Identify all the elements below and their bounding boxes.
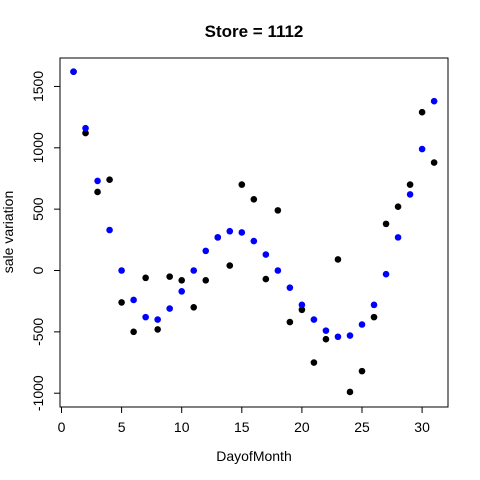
- x-axis-label: DayofMonth: [216, 448, 291, 464]
- data-point: [334, 333, 342, 341]
- y-tick-label: -1000: [30, 375, 46, 411]
- data-point: [238, 181, 246, 188]
- data-point: [82, 124, 89, 132]
- data-point: [214, 234, 222, 241]
- data-point: [166, 273, 173, 280]
- y-tick-label: 0: [30, 266, 46, 274]
- data-point: [262, 275, 270, 283]
- data-point: [238, 229, 246, 236]
- data-point: [430, 159, 438, 166]
- data-point: [178, 277, 185, 284]
- data-point: [406, 191, 414, 198]
- data-point: [310, 359, 318, 366]
- data-point: [178, 288, 185, 295]
- data-point: [298, 301, 306, 309]
- y-tick-label: -500: [30, 318, 46, 346]
- data-point: [286, 318, 294, 326]
- y-tick-label: 1500: [30, 71, 46, 102]
- data-point: [94, 188, 101, 196]
- data-point: [94, 177, 101, 185]
- data-point: [358, 321, 366, 328]
- data-points: [70, 68, 438, 396]
- data-point: [226, 262, 234, 269]
- data-point: [394, 234, 402, 241]
- x-tick-label: 0: [58, 419, 66, 435]
- x-axis: 0 5 10 15 20 25 30: [58, 406, 430, 435]
- y-tick-label: 1000: [30, 132, 46, 163]
- data-point: [346, 388, 354, 396]
- data-point: [382, 270, 390, 278]
- data-point: [406, 181, 414, 188]
- data-point: [154, 326, 161, 333]
- data-point: [226, 227, 234, 235]
- x-tick-label: 25: [354, 419, 370, 435]
- data-point: [334, 256, 342, 263]
- y-tick-label: 500: [30, 197, 46, 221]
- data-point: [286, 284, 294, 291]
- data-point: [274, 267, 282, 274]
- y-axis-label: sale variation: [0, 191, 16, 274]
- data-point: [142, 274, 149, 282]
- data-point: [82, 129, 89, 137]
- data-point: [430, 97, 438, 105]
- data-point: [346, 332, 354, 339]
- data-point: [106, 226, 113, 234]
- data-point: [190, 304, 198, 311]
- data-point: [142, 313, 149, 321]
- data-point: [310, 316, 318, 323]
- x-tick-label: 5: [118, 419, 126, 435]
- data-point: [130, 328, 137, 336]
- data-point: [418, 145, 426, 153]
- x-tick-label: 15: [234, 419, 250, 435]
- chart-title: Store = 1112: [205, 22, 304, 41]
- data-point: [70, 68, 77, 76]
- data-point: [130, 296, 137, 304]
- data-point: [322, 327, 330, 334]
- data-point: [250, 196, 258, 203]
- data-point: [262, 251, 270, 258]
- data-point: [322, 335, 330, 343]
- data-point: [394, 203, 402, 210]
- data-point: [106, 176, 113, 184]
- data-point: [358, 367, 366, 375]
- data-point: [118, 299, 125, 306]
- plot-frame: [59, 57, 449, 408]
- data-point: [418, 108, 426, 116]
- data-point: [202, 277, 210, 284]
- data-point: [154, 316, 161, 323]
- x-tick-label: 20: [294, 419, 310, 435]
- data-point: [250, 237, 258, 245]
- data-point: [166, 305, 173, 312]
- x-tick-label: 10: [174, 419, 190, 435]
- data-point: [274, 207, 282, 214]
- data-point: [298, 306, 306, 314]
- x-tick-label: 30: [414, 419, 430, 435]
- data-point: [190, 267, 198, 274]
- data-point: [202, 247, 210, 255]
- data-point: [370, 313, 378, 321]
- data-point: [118, 267, 125, 274]
- data-point: [382, 220, 390, 228]
- data-point: [370, 301, 378, 309]
- y-axis: -1000 -500 0 500 1000 1500: [30, 71, 61, 411]
